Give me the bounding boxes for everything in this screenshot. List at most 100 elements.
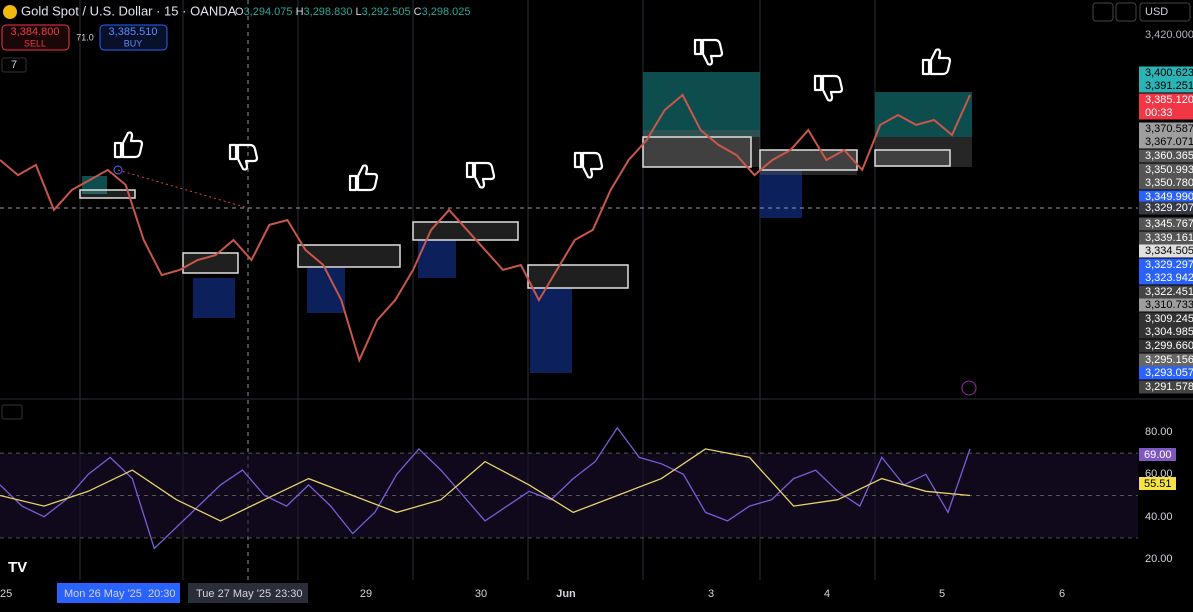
- price-tag-text: 3,299.660: [1145, 340, 1193, 352]
- price-tag: [1139, 325, 1193, 339]
- h-label: H: [296, 6, 304, 18]
- price-tag-text: 3,310.733: [1145, 299, 1193, 311]
- x-label: 4: [824, 588, 830, 600]
- buy-label: BUY: [124, 38, 143, 48]
- price-tag-text: 3,367.071: [1145, 136, 1193, 148]
- price-tag-text: 3,323.942: [1145, 272, 1193, 284]
- price-tag: [1139, 201, 1193, 215]
- anchor-point: [113, 165, 123, 175]
- buy-price: 3,385.510: [109, 26, 158, 38]
- x-label: 25: [0, 588, 12, 600]
- h-value: 3,298.830: [304, 6, 353, 18]
- rsi-scale: 80.00 60.00 40.00 20.00 69.00 55.51: [1139, 426, 1176, 565]
- price-tag: [1139, 312, 1193, 326]
- price-tag-text: 3,420.000: [1145, 29, 1193, 41]
- price-tag: [1139, 176, 1193, 190]
- x-label: 20:30: [148, 588, 176, 600]
- price-tag-text: 3,350.780: [1145, 177, 1193, 189]
- price-tag: [1139, 258, 1193, 272]
- rsi-tag-text: 55.51: [1144, 478, 1172, 490]
- price-tag: [1139, 271, 1193, 285]
- screen-button[interactable]: [1115, 2, 1137, 22]
- date-highlight: [57, 583, 180, 603]
- brand: TV: [8, 559, 27, 576]
- price-tag: [1139, 79, 1193, 93]
- price-tag-text: 00:33: [1145, 107, 1173, 119]
- price-tag: [1139, 339, 1193, 353]
- x-label: 23:30: [275, 588, 303, 600]
- price-tag-text: 3,339.161: [1145, 232, 1193, 244]
- symbol-logo: [3, 5, 17, 19]
- price-tag-text: 3,334.505: [1145, 245, 1193, 257]
- buy-button[interactable]: [99, 24, 168, 51]
- price-tag: [1139, 366, 1193, 380]
- price-tag-text: 3,329.297: [1145, 259, 1193, 271]
- ohlc: O3,294.075 H3,298.830 L3,292.505 C3,298.…: [235, 6, 471, 18]
- price-tag: [1139, 380, 1193, 394]
- price-tag-text: 3,304.985: [1145, 326, 1193, 338]
- price-tag-text: 3,360.365: [1145, 150, 1193, 162]
- x-label: 6: [1059, 588, 1065, 600]
- price-tag: [1139, 149, 1193, 163]
- rsi-tag-text: 69.00: [1144, 449, 1172, 461]
- x-label: Jun: [556, 588, 576, 600]
- l-value: 3,292.505: [362, 6, 411, 18]
- series-line: [0, 93, 971, 363]
- price-tag: [1139, 66, 1193, 80]
- price-tag-text: 3,370.587: [1145, 123, 1193, 135]
- x-label: 5: [939, 588, 945, 600]
- price-tag: [1139, 285, 1193, 299]
- pane-toggle[interactable]: [1, 404, 23, 420]
- c-label: C: [414, 6, 422, 18]
- spread: 71.0: [76, 32, 94, 42]
- rsi-label: 40.00: [1145, 511, 1173, 523]
- rsi-label: 80.00: [1145, 426, 1173, 438]
- x-label: Mon 26 May '25: [64, 588, 142, 600]
- rsi-tag: [1139, 477, 1176, 490]
- price-tag-text: 3,295.156: [1145, 354, 1193, 366]
- date-highlight: [188, 583, 308, 603]
- alert-icon[interactable]: [961, 380, 977, 396]
- price-tag: [1139, 93, 1193, 107]
- download-button[interactable]: [1092, 2, 1114, 22]
- c-value: 3,298.025: [422, 6, 471, 18]
- price-tag: [1139, 217, 1193, 231]
- price-tag: [1139, 163, 1193, 177]
- rsi-label: 60.00: [1145, 468, 1173, 480]
- x-label: Tue 27 May '25: [196, 588, 271, 600]
- price-tag: [1139, 135, 1193, 149]
- indicator-toggle[interactable]: [1, 57, 27, 73]
- x-label: 30: [475, 588, 487, 600]
- o-label: O: [235, 6, 244, 18]
- o-value: 3,294.075: [244, 6, 293, 18]
- sell-button[interactable]: [1, 24, 70, 51]
- price-tag-text: 3,391.251: [1145, 80, 1193, 92]
- l-label: L: [356, 6, 362, 18]
- price-tag-text: 3,291.578: [1145, 381, 1193, 393]
- price-tag: [1139, 298, 1193, 312]
- price-tag-text: 3,350.993: [1145, 164, 1193, 176]
- price-tag-text: 3,329.207: [1145, 202, 1193, 214]
- symbol: Gold Spot / U.S. Dollar · 15 · OANDA: [21, 3, 237, 18]
- price-tag: [1139, 231, 1193, 245]
- price-tag-text: 3,345.767: [1145, 218, 1193, 230]
- price-tag: [1139, 122, 1193, 136]
- series-line: [0, 448, 971, 522]
- rsi-label: 20.00: [1145, 553, 1173, 565]
- price-tag: [1139, 244, 1193, 258]
- price-tag: [1139, 106, 1193, 120]
- currency: USD: [1145, 6, 1168, 18]
- x-label: 29: [360, 588, 372, 600]
- price-tag: [1139, 353, 1193, 367]
- price-tag-text: 3,349.990: [1145, 191, 1193, 203]
- price-tag-text: 3,309.245: [1145, 313, 1193, 325]
- price-tag: [1139, 190, 1193, 204]
- price-tag-text: 3,293.057: [1145, 367, 1193, 379]
- price-tag-text: 3,400.623: [1145, 67, 1193, 79]
- indicator-count: 7: [11, 59, 17, 71]
- price-tag-text: 3,385.120: [1145, 94, 1193, 106]
- currency-select[interactable]: [1139, 2, 1191, 22]
